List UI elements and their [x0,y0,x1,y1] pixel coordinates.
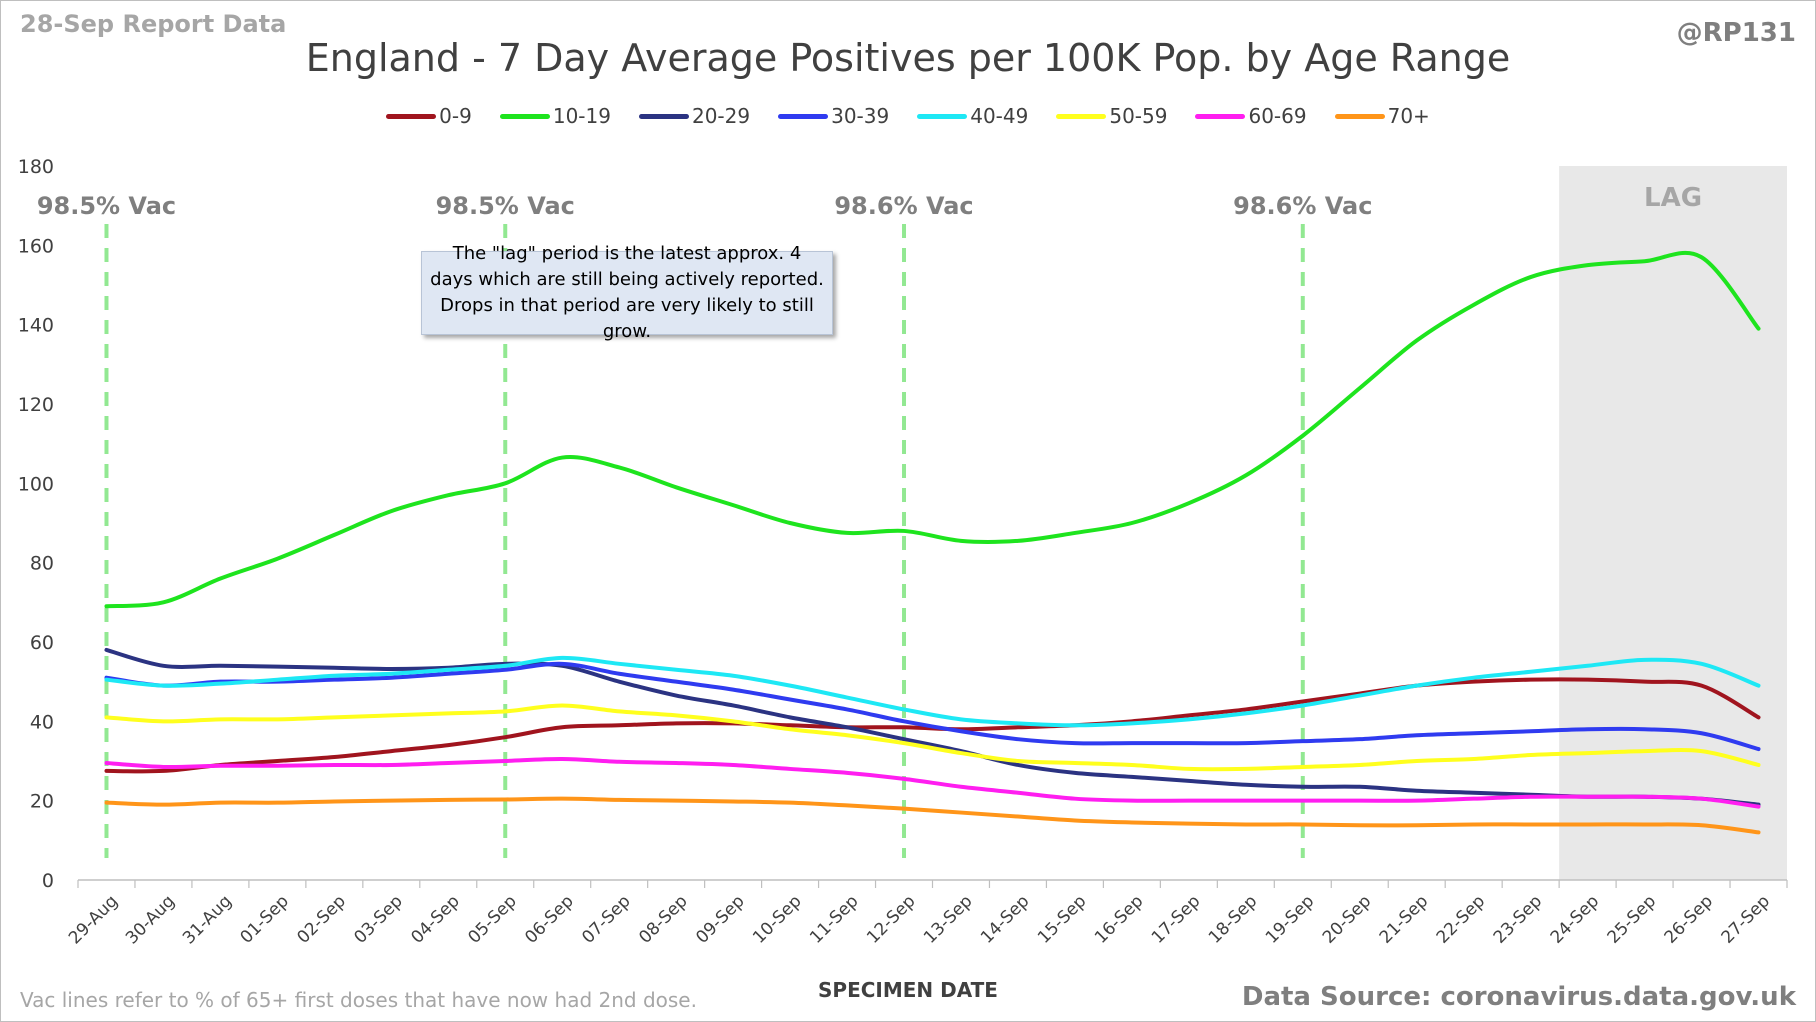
y-tick-label: 180 [18,156,54,178]
legend-item: 30-39 [778,104,889,128]
chart-title: England - 7 Day Average Positives per 10… [305,36,1511,80]
series-line-60-69 [104,757,1761,809]
legend-swatch [778,113,829,119]
y-tick-label: 100 [18,473,54,495]
x-tick-label: 11-Sep [806,891,862,947]
x-tick-label: 22-Sep [1433,891,1489,947]
x-tick-label: 03-Sep [350,891,406,947]
legend-item: 70+ [1334,104,1430,128]
x-axis-label: SPECIMEN DATE [818,978,998,1002]
y-tick-label: 20 [30,791,54,813]
y-tick-label: 0 [42,870,54,892]
y-tick-label: 160 [18,235,54,257]
x-tick-label: 12-Sep [863,891,919,947]
x-tick-label: 18-Sep [1205,891,1261,947]
legend-label: 60-69 [1248,104,1307,128]
x-tick-label: 10-Sep [749,891,805,947]
x-tick-label: 24-Sep [1547,891,1603,947]
legend-swatch [499,113,550,119]
y-tick-label: 40 [30,711,54,733]
series-line-10-19 [104,250,1761,609]
x-tick-label: 07-Sep [578,891,634,947]
legend-label: 50-59 [1109,104,1168,128]
x-tick-label: 20-Sep [1319,891,1375,947]
legend-swatch [1195,113,1246,119]
y-tick-label: 80 [30,553,54,575]
legend-item: 40-49 [917,104,1028,128]
series-line-30-39 [104,661,1761,752]
x-tick-label: 01-Sep [236,891,292,947]
legend-item: 60-69 [1195,104,1307,128]
lag-annotation: The "lag" period is the latest approx. 4… [421,243,833,342]
x-tick-label: 04-Sep [407,891,463,947]
legend-swatch [386,113,437,119]
legend-swatch [638,113,689,119]
vac-marker-label: 98.5% Vac [37,192,176,220]
y-tick-label: 120 [18,394,54,416]
vac-footnote: Vac lines refer to % of 65+ first doses … [20,988,697,1012]
x-tick-label: 17-Sep [1148,891,1204,947]
author-handle: @RP131 [1676,18,1796,48]
x-tick-label: 08-Sep [635,891,691,947]
series-line-50-59 [104,703,1761,772]
lag-region [1559,166,1787,880]
legend-swatch [1334,113,1385,119]
series-line-20-29 [104,647,1761,807]
x-tick-label: 15-Sep [1034,891,1090,947]
legend-item: 20-29 [638,104,751,128]
vac-marker-label: 98.5% Vac [436,192,575,220]
x-tick-label: 14-Sep [977,891,1033,947]
vac-marker-label: 98.6% Vac [1233,192,1372,220]
x-tick-label: 30-Aug [122,891,179,948]
y-tick-label: 60 [30,632,54,654]
report-date-label: 28-Sep Report Data [20,10,287,38]
legend: 0-9 10-19 20-29 30-39 40-49 50-59 60-69 70+ [0,104,1816,128]
y-tick-label: 140 [18,315,54,337]
legend-item: 0-9 [386,104,472,128]
x-tick-label: 16-Sep [1091,891,1147,947]
legend-item: 10-19 [499,104,611,128]
legend-label: 10-19 [552,104,611,128]
x-tick-label: 29-Aug [65,891,122,948]
legend-swatch [917,113,968,119]
x-tick-label: 27-Sep [1718,891,1774,947]
legend-label: 70+ [1387,104,1430,128]
x-tick-label: 19-Sep [1262,891,1318,947]
x-tick-label: 13-Sep [920,891,976,947]
x-tick-label: 26-Sep [1661,891,1717,947]
series-line-40-49 [104,655,1761,728]
legend-label: 40-49 [970,104,1029,128]
legend-label: 0-9 [439,104,472,128]
vac-marker-label: 98.6% Vac [834,192,973,220]
x-tick-label: 09-Sep [692,891,748,947]
legend-swatch [1056,113,1107,119]
x-tick-label: 05-Sep [464,891,520,947]
data-source: Data Source: coronavirus.data.gov.uk [1241,982,1796,1012]
legend-label: 20-29 [691,104,751,128]
series-line-70 [104,796,1761,835]
x-tick-label: 25-Sep [1604,891,1660,947]
x-tick-label: 06-Sep [521,891,577,947]
x-tick-label: 31-Aug [179,891,236,948]
lag-label: LAG [1644,183,1702,213]
x-tick-label: 21-Sep [1376,891,1432,947]
x-tick-label: 23-Sep [1490,891,1546,947]
x-tick-label: 02-Sep [293,891,349,947]
legend-label: 30-39 [831,104,890,128]
legend-item: 50-59 [1056,104,1167,128]
